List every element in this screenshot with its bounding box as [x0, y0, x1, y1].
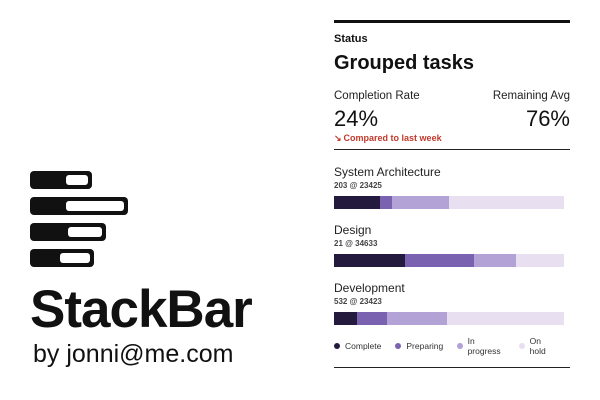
bar-segment-preparing[interactable] [380, 196, 392, 209]
card-eyebrow: Status [334, 33, 368, 45]
logo-bar [30, 249, 94, 267]
bar-segment-preparing[interactable] [357, 312, 387, 325]
card-top-rule [334, 20, 570, 23]
remaining-avg-stat: Remaining Avg 76% [493, 89, 570, 132]
legend-label: Complete [345, 341, 382, 351]
bar-segment-complete[interactable] [334, 196, 380, 209]
bar-segment-preparing[interactable] [405, 254, 475, 267]
logo-bar [30, 223, 106, 241]
bar-segment-in-progress[interactable] [474, 254, 516, 267]
task-group-meta: 532 @ 23423 [334, 297, 382, 306]
task-group-meta: 203 @ 23425 [334, 181, 382, 190]
brand-wordmark: StackBar [30, 280, 253, 339]
completion-rate-label: Completion Rate [334, 90, 420, 102]
legend-label: On hold [529, 336, 546, 356]
legend-label: Preparing [406, 341, 444, 351]
card-title: Grouped tasks [334, 52, 475, 74]
trend-down-arrow-icon: ↘ [334, 133, 342, 143]
task-group[interactable]: Design 21 @ 34633 [334, 223, 570, 267]
task-groups: System Architecture 203 @ 23425 Design 21 @… [334, 165, 570, 325]
legend-dot-icon [457, 343, 463, 349]
remaining-avg-value: 76% [525, 106, 570, 131]
author-byline: by jonni@me.com [33, 340, 234, 368]
legend-item: Complete [334, 341, 381, 351]
card-divider [334, 149, 570, 150]
legend-dot-icon [519, 343, 525, 349]
logo-bar-pill [68, 227, 102, 237]
card-bottom-divider [334, 367, 570, 368]
task-group-meta: 21 @ 34633 [334, 239, 378, 248]
status-legend: Complete Preparing In progress On hold [334, 336, 570, 356]
logo-bar [30, 171, 92, 189]
stacked-progress-bar [334, 254, 564, 267]
stackbar-logo-icon [30, 171, 130, 269]
logo-bar-pill [66, 175, 88, 185]
legend-label: In progress [467, 336, 501, 356]
logo-bar-pill [60, 253, 90, 263]
bar-segment-in-progress[interactable] [386, 312, 447, 325]
legend-item: On hold [519, 336, 556, 356]
task-group-name: Design [334, 223, 372, 237]
completion-rate-stat: Completion Rate 24% [334, 89, 420, 132]
grouped-tasks-card: Status Grouped tasks Completion Rate 24%… [334, 20, 570, 368]
bar-segment-on-hold[interactable] [449, 196, 564, 209]
week-delta: ↘ Compared to last week [334, 133, 442, 144]
stats-row: Completion Rate 24% Remaining Avg 76% ↘ C… [334, 89, 570, 149]
task-group-name: Development [334, 281, 405, 295]
completion-rate-value: 24% [334, 106, 379, 131]
legend-dot-icon [395, 343, 402, 349]
stacked-progress-bar [334, 196, 564, 209]
logo-bar-pill [66, 201, 124, 211]
remaining-avg-label: Remaining Avg [492, 90, 570, 102]
stacked-progress-bar [334, 312, 564, 325]
legend-dot-icon [334, 343, 340, 349]
bar-segment-complete[interactable] [334, 312, 357, 325]
task-group[interactable]: Development 532 @ 23423 [334, 281, 570, 325]
bar-segment-complete[interactable] [334, 254, 406, 267]
task-group[interactable]: System Architecture 203 @ 23425 [334, 165, 570, 209]
week-delta-text: Compared to last week [343, 133, 442, 143]
bar-segment-in-progress[interactable] [391, 196, 449, 209]
bar-segment-on-hold[interactable] [515, 254, 564, 267]
logo-bar [30, 197, 128, 215]
legend-item: Preparing [395, 341, 443, 351]
bar-segment-on-hold[interactable] [446, 312, 564, 325]
task-group-name: System Architecture [334, 165, 441, 179]
legend-item: In progress [457, 336, 505, 356]
